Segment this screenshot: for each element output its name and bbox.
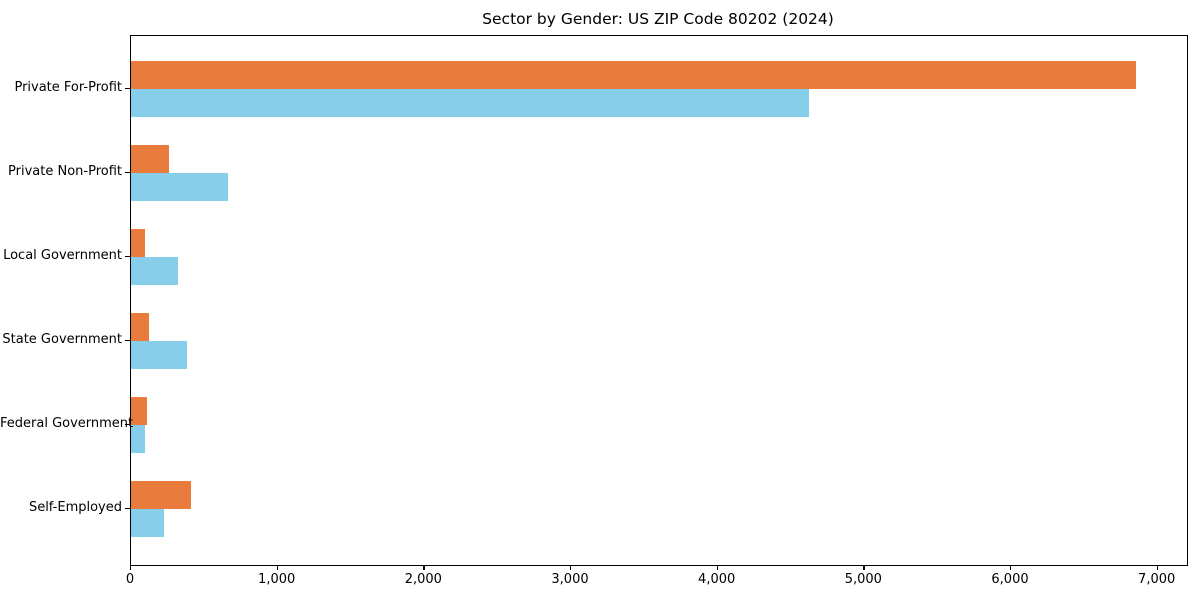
y-tick-mark bbox=[125, 172, 130, 174]
x-tick-label-5-000: 5,000 bbox=[844, 572, 882, 587]
bar-male-local-government bbox=[131, 229, 145, 257]
bar-male-private-non-profit bbox=[131, 145, 169, 173]
x-tick-mark bbox=[1156, 565, 1158, 570]
y-label-federal-government: Federal Government bbox=[0, 416, 134, 431]
x-tick-label-6-000: 6,000 bbox=[991, 572, 1029, 587]
y-label-self-employed: Self-Employed bbox=[28, 500, 122, 515]
y-tick-mark bbox=[125, 88, 130, 90]
chart-title: Sector by Gender: US ZIP Code 80202 (202… bbox=[482, 10, 834, 28]
x-tick-label-4-000: 4,000 bbox=[698, 572, 736, 587]
plot-area: Male Female bbox=[130, 35, 1188, 566]
bar-female-self-employed bbox=[131, 509, 164, 537]
bar-male-self-employed bbox=[131, 481, 191, 509]
y-tick-mark bbox=[125, 256, 130, 258]
y-label-local-government: Local Government bbox=[3, 248, 122, 263]
x-tick-label-2-000: 2,000 bbox=[404, 572, 442, 587]
bar-female-private-non-profit bbox=[131, 173, 228, 201]
x-tick-mark bbox=[863, 565, 865, 570]
x-tick-mark bbox=[570, 565, 572, 570]
bar-female-federal-government bbox=[131, 425, 145, 453]
y-label-private-non-profit: Private Non-Profit bbox=[8, 164, 122, 179]
bar-male-private-for-profit bbox=[131, 61, 1136, 89]
x-tick-mark bbox=[1010, 565, 1012, 570]
x-tick-mark bbox=[276, 565, 278, 570]
x-tick-label-0: 0 bbox=[125, 572, 135, 587]
x-tick-label-3-000: 3,000 bbox=[551, 572, 589, 587]
y-label-state-government: State Government bbox=[2, 332, 122, 347]
bar-female-local-government bbox=[131, 257, 178, 285]
bar-male-state-government bbox=[131, 313, 149, 341]
bar-female-private-for-profit bbox=[131, 89, 809, 117]
x-tick-label-1-000: 1,000 bbox=[258, 572, 296, 587]
x-tick-mark bbox=[130, 565, 132, 570]
y-tick-mark bbox=[125, 508, 130, 510]
x-tick-mark bbox=[423, 565, 425, 570]
bar-female-state-government bbox=[131, 341, 187, 369]
y-tick-mark bbox=[125, 340, 130, 342]
x-tick-label-7-000: 7,000 bbox=[1138, 572, 1176, 587]
y-tick-mark bbox=[125, 424, 130, 426]
y-label-private-for-profit: Private For-Profit bbox=[14, 80, 122, 95]
x-tick-mark bbox=[716, 565, 718, 570]
bar-male-federal-government bbox=[131, 397, 147, 425]
